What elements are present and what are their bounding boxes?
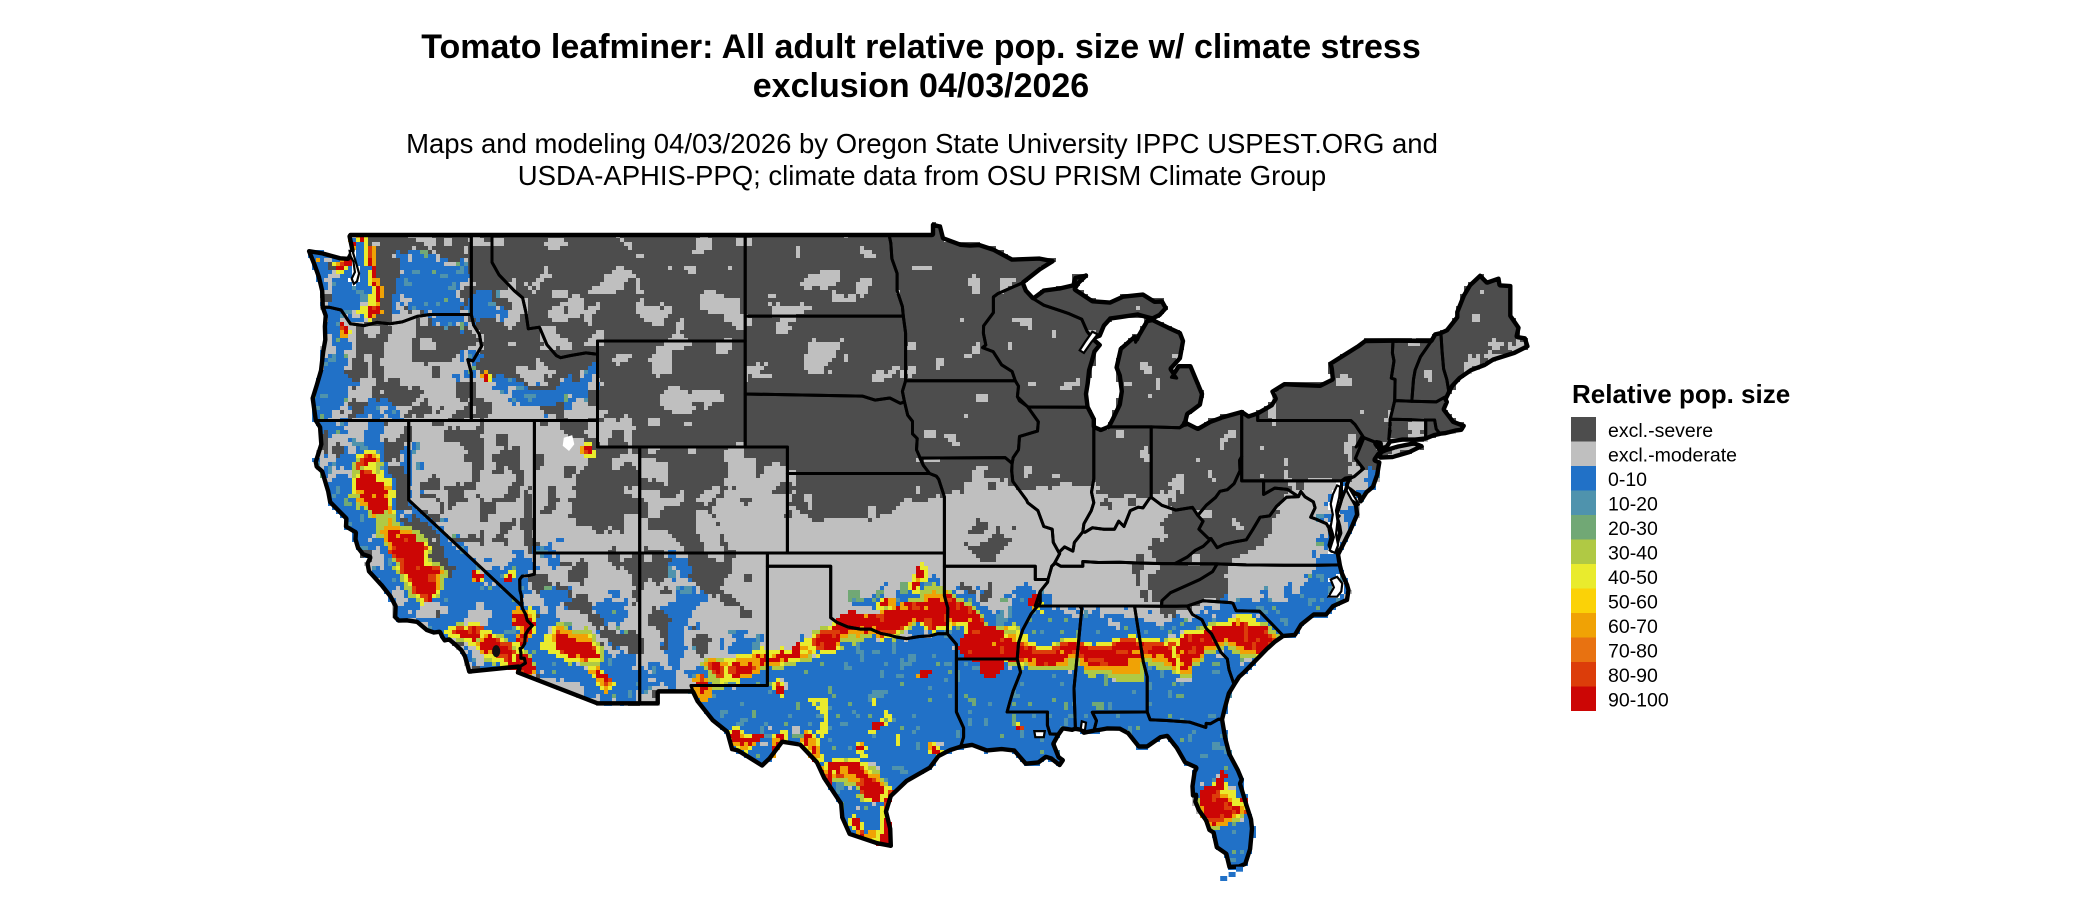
svg-text:0-10: 0-10 — [1608, 469, 1647, 491]
svg-text:USDA-APHIS-PPQ; climate data f: USDA-APHIS-PPQ; climate data from OSU PR… — [518, 160, 1326, 191]
svg-text:Relative pop. size: Relative pop. size — [1572, 379, 1790, 409]
svg-text:10-20: 10-20 — [1608, 494, 1658, 516]
svg-text:Maps and modeling 04/03/2026 b: Maps and modeling 04/03/2026 by Oregon S… — [406, 128, 1438, 159]
svg-text:80-90: 80-90 — [1608, 665, 1658, 687]
svg-text:90-100: 90-100 — [1608, 690, 1669, 712]
svg-text:60-70: 60-70 — [1608, 616, 1658, 638]
svg-text:Tomato leafminer: All adult re: Tomato leafminer: All adult relative pop… — [421, 28, 1421, 66]
svg-text:50-60: 50-60 — [1608, 592, 1658, 614]
svg-text:excl.-moderate: excl.-moderate — [1608, 445, 1737, 467]
svg-text:70-80: 70-80 — [1608, 641, 1658, 663]
svg-text:20-30: 20-30 — [1608, 518, 1658, 540]
svg-text:excl.-severe: excl.-severe — [1608, 420, 1713, 442]
svg-text:30-40: 30-40 — [1608, 543, 1658, 565]
svg-text:40-50: 40-50 — [1608, 567, 1658, 589]
svg-text:exclusion 04/03/2026: exclusion 04/03/2026 — [753, 67, 1089, 105]
